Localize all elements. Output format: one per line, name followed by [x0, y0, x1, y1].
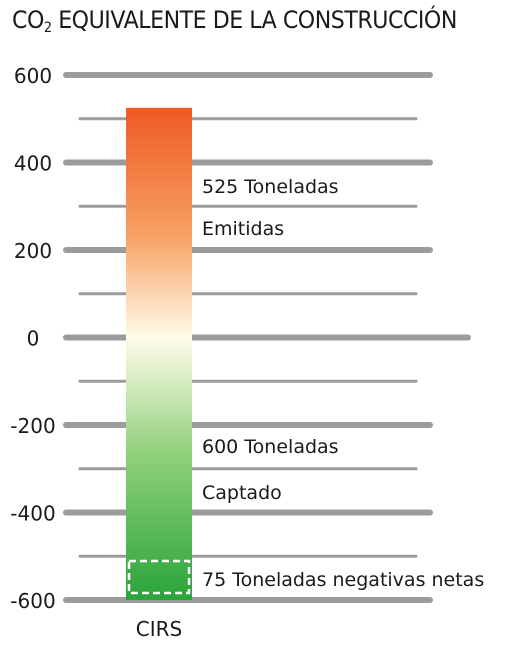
y-tick-label: -600	[10, 589, 55, 613]
y-tick-label: 0	[27, 327, 40, 351]
annotation-label: Captado	[202, 482, 282, 504]
chart-title: CO2 EQUIVALENTE DE LA CONSTRUCCIÓN	[12, 6, 457, 36]
net-value-box	[127, 559, 191, 595]
y-tick-label: 400	[14, 152, 52, 176]
title-suffix: EQUIVALENTE DE LA CONSTRUCCIÓN	[51, 6, 457, 34]
y-tick-label: -400	[10, 502, 55, 526]
annotation-label: 75 Toneladas negativas netas	[202, 569, 484, 591]
title-subscript: 2	[43, 20, 52, 36]
y-tick-label: 200	[14, 239, 52, 263]
x-category-label: CIRS	[136, 617, 182, 641]
title-prefix: CO	[12, 6, 44, 34]
y-tick-label: -200	[10, 414, 55, 438]
annotation-label: 525 Toneladas	[202, 176, 339, 198]
annotation-label: 600 Toneladas	[202, 436, 339, 458]
bar-cirs	[126, 107, 192, 600]
y-tick-label: 600	[14, 64, 52, 88]
annotation-label: Emitidas	[202, 218, 284, 240]
